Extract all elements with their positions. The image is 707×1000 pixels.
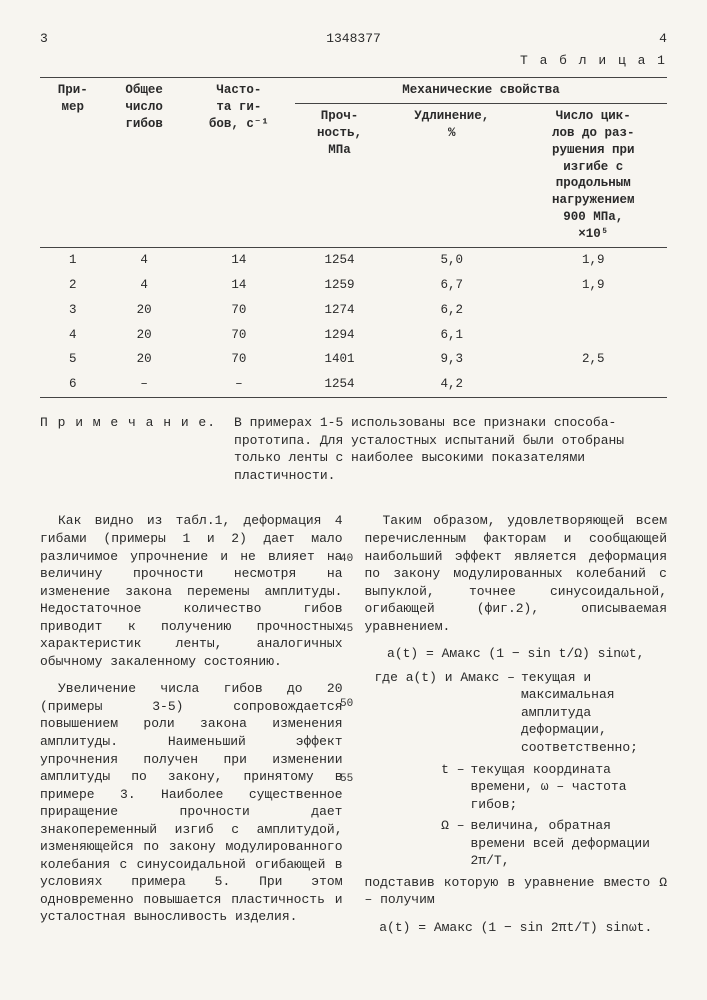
where-desc: текущая координата времени, ω – частота …	[471, 761, 668, 814]
cell: 1254	[295, 372, 384, 397]
cell: 3	[40, 298, 106, 323]
table-note: П р и м е ч а н и е. В примерах 1-5 испо…	[40, 414, 667, 484]
col-total-bends: Общее число гибов	[106, 78, 183, 248]
cell: 2	[40, 273, 106, 298]
cell: 2,5	[520, 347, 667, 372]
cell: –	[183, 372, 295, 397]
paragraph: Таким образом, удовлетворяющей всем пере…	[365, 512, 668, 635]
cell: 5,0	[384, 247, 520, 272]
col-elong: Удлинение, %	[384, 103, 520, 247]
right-column: Таким образом, удовлетворяющей всем пере…	[365, 512, 668, 942]
cell: 1	[40, 247, 106, 272]
cell: 70	[183, 323, 295, 348]
table-row: 1 4 14 1254 5,0 1,9	[40, 247, 667, 272]
cell: 6	[40, 372, 106, 397]
cell: 4,2	[384, 372, 520, 397]
cell: 14	[183, 273, 295, 298]
cell: 4	[106, 247, 183, 272]
paragraph: подставив которую в уравнение вместо Ω –…	[365, 874, 668, 909]
where-block: где a(t) и Aмакс – текущая и максимальна…	[375, 669, 668, 870]
cell: 6,2	[384, 298, 520, 323]
cell: 5	[40, 347, 106, 372]
cell: 1401	[295, 347, 384, 372]
line-number: 50	[340, 697, 353, 712]
cell: 9,3	[384, 347, 520, 372]
cell: 14	[183, 247, 295, 272]
cell	[520, 298, 667, 323]
cell: 1,9	[520, 273, 667, 298]
cell: 1274	[295, 298, 384, 323]
cell: 1,9	[520, 247, 667, 272]
page-header: 3 1348377 4	[40, 30, 667, 48]
table-row: 4 20 70 1294 6,1	[40, 323, 667, 348]
cell: 70	[183, 298, 295, 323]
paragraph: Как видно из табл.1, деформация 4 гибами…	[40, 512, 343, 670]
line-number: 55	[340, 772, 353, 787]
table-row: 5 20 70 1401 9,3 2,5	[40, 347, 667, 372]
cell: 20	[106, 323, 183, 348]
left-column: Как видно из табл.1, деформация 4 гибами…	[40, 512, 343, 942]
table-row: 3 20 70 1274 6,2	[40, 298, 667, 323]
cell: 4	[106, 273, 183, 298]
data-table: При- мер Общее число гибов Часто- та ги-…	[40, 77, 667, 398]
table-row: 2 4 14 1259 6,7 1,9	[40, 273, 667, 298]
cell: 6,7	[384, 273, 520, 298]
line-number: 40	[340, 552, 353, 567]
formula: a(t) = Aмакс (1 − sin t/Ω) sinωt,	[365, 645, 668, 663]
where-symbol: Ω –	[375, 817, 465, 870]
note-label: П р и м е ч а н и е.	[40, 414, 216, 484]
where-desc: величина, обратная времени всей деформац…	[471, 817, 668, 870]
cell: 6,1	[384, 323, 520, 348]
cell: 70	[183, 347, 295, 372]
cell	[520, 372, 667, 397]
where-symbol: t –	[375, 761, 465, 814]
page-num-right: 4	[659, 30, 667, 48]
body-columns: Как видно из табл.1, деформация 4 гибами…	[40, 512, 667, 942]
line-number: 45	[340, 622, 353, 637]
cell: 1294	[295, 323, 384, 348]
col-freq: Часто- та ги- бов, с⁻¹	[183, 78, 295, 248]
formula: a(t) = Aмакс (1 − sin 2πt/T) sinωt.	[365, 919, 668, 937]
note-body: В примерах 1-5 использованы все признаки…	[234, 414, 667, 484]
col-cycles: Число цик- лов до раз- рушения при изгиб…	[520, 103, 667, 247]
cell: 20	[106, 347, 183, 372]
cell	[520, 323, 667, 348]
where-desc: текущая и максимальная амплитуда деформа…	[521, 669, 667, 757]
col-strength: Проч- ность, МПа	[295, 103, 384, 247]
where-symbol: где a(t) и Aмакс –	[375, 669, 515, 757]
cell: –	[106, 372, 183, 397]
paragraph: Увеличение числа гибов до 20 (примеры 3-…	[40, 680, 343, 926]
cell: 4	[40, 323, 106, 348]
doc-number: 1348377	[326, 30, 381, 48]
col-group-mech: Механические свойства	[295, 78, 667, 104]
cell: 1254	[295, 247, 384, 272]
cell: 20	[106, 298, 183, 323]
cell: 1259	[295, 273, 384, 298]
table-row: 6 – – 1254 4,2	[40, 372, 667, 397]
page-num-left: 3	[40, 30, 48, 48]
table-label: Т а б л и ц а 1	[40, 52, 667, 70]
col-example: При- мер	[40, 78, 106, 248]
